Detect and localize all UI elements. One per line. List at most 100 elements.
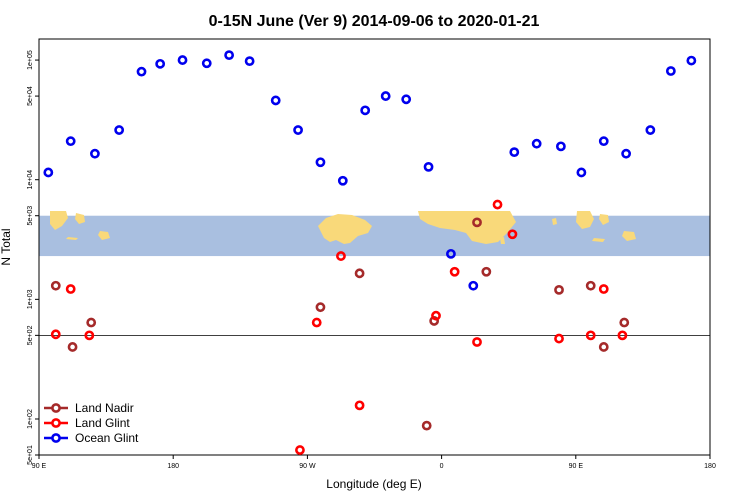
y-tick-label: 1e+03 [27,289,34,309]
data-point [90,148,100,159]
y-tick-label: 1e+02 [27,409,34,429]
series-land-nadir [50,217,630,431]
data-point [598,136,609,147]
land-borneo [75,213,85,224]
data-point [270,95,281,106]
data-point [576,167,587,178]
legend-marker [51,418,61,428]
data-point [360,105,371,116]
data-point [155,58,166,69]
x-tick-label: 180 [167,463,179,470]
data-point [380,91,391,101]
data-point [136,66,147,77]
y-tick-label: 1e+04 [27,170,34,190]
data-point [50,329,61,340]
data-point [481,266,492,277]
data-point [244,56,255,67]
data-point [224,50,235,61]
data-point [84,330,95,341]
data-point [686,55,697,66]
y-tick-label: 1e+05 [27,50,34,70]
x-tick-label: 0 [440,463,444,470]
data-point [401,94,412,105]
legend-marker [51,403,61,413]
data-point [50,280,61,291]
land-java [66,237,78,240]
data-point [617,330,628,341]
map-ocean [39,215,710,257]
y-tick-label: 5e+03 [27,206,34,226]
data-point [177,55,188,65]
legend-label: Land Nadir [75,401,134,415]
x-axis-label: Longitude (deg E) [326,477,421,491]
data-point [315,157,326,168]
data-point [509,147,520,158]
data-point [337,175,348,186]
data-point [619,317,630,328]
legend-marker [51,433,61,443]
data-point [423,161,434,172]
data-point [472,337,482,347]
legend-item: Ocean Glint [44,431,139,445]
data-point [446,248,456,259]
data-point [86,317,97,328]
data-point [114,125,125,135]
y-axis: 5e+01 1e+02 5e+02 1e+03 5e+03 1e+04 5e+04 1e+05 [27,50,39,465]
data-point [311,317,322,328]
data-point [336,251,346,261]
land-sumatra-2 [576,211,594,229]
series-land-glint [50,199,628,455]
y-tick-label: 5e+04 [27,86,34,106]
data-point [431,310,441,321]
x-axis: 90 E 180 90 W 0 90 E 180 [32,455,716,470]
data-point [645,125,656,135]
data-point [421,420,432,431]
land-borneo-2 [599,214,609,225]
data-point [65,136,76,147]
map-band [39,211,710,257]
data-point [621,148,632,159]
legend-label: Ocean Glint [75,431,139,445]
legend-label: Land Glint [75,416,130,430]
data-point [65,284,76,294]
data-point [554,333,564,344]
data-point [507,229,518,240]
data-point [554,284,564,295]
map-land [50,211,636,244]
land-java-2 [592,238,605,242]
data-point [293,125,303,135]
land-new-guinea [98,231,110,240]
legend-item: Land Nadir [44,401,134,415]
land-sumatra [50,211,68,230]
series-ocean-glint [43,50,697,291]
data-point [598,284,609,294]
data-point [468,280,479,291]
data-point [295,445,305,455]
data-point [67,342,78,352]
data-point [598,342,609,352]
legend-item: Land Glint [44,416,130,430]
y-tick-label: 5e+01 [27,445,34,465]
data-point [472,217,482,228]
land-new-guinea-2 [622,231,636,241]
data-point [531,138,542,149]
data-point [555,141,566,152]
data-point [449,266,460,277]
data-point [43,167,54,178]
x-tick-label: 90 W [299,463,316,470]
land-africa [418,211,516,244]
x-tick-label: 90 E [569,463,584,470]
y-axis-label: N Total [0,228,13,265]
data-point [315,302,326,313]
data-point [585,330,596,341]
data-points [43,50,697,455]
data-point [354,400,365,411]
y-tick-label: 5e+02 [27,325,34,345]
land-south-america [318,214,372,244]
data-point [201,58,212,69]
plot-frame [38,38,711,456]
x-tick-label: 90 E [32,463,47,470]
data-point [354,268,365,279]
